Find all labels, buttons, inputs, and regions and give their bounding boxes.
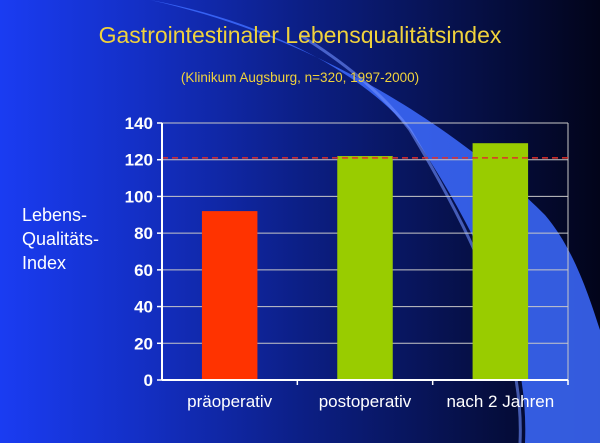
x-tick-label: nach 2 Jahren <box>446 392 554 411</box>
x-tick-label: präoperativ <box>187 392 273 411</box>
bar-1 <box>201 211 258 380</box>
bar-3 <box>472 143 529 380</box>
y-axis-label-line-3: Index <box>22 253 67 273</box>
y-axis-label-line-2: Qualitäts- <box>22 229 100 249</box>
y-tick-label: 60 <box>134 261 153 280</box>
bar-2 <box>337 156 393 380</box>
y-tick-label: 20 <box>134 334 153 353</box>
y-tick-label: 0 <box>144 371 153 390</box>
y-tick-label: 80 <box>134 224 153 243</box>
y-tick-label: 100 <box>125 187 153 206</box>
x-tick-label: postoperativ <box>319 392 412 411</box>
y-tick-label: 120 <box>125 151 153 170</box>
chart-subtitle: (Klinikum Augsburg, n=320, 1997-2000) <box>180 70 420 85</box>
y-axis-label-line-1: Lebens- <box>22 205 88 225</box>
y-tick-label: 140 <box>125 114 153 133</box>
y-tick-label: 40 <box>134 298 153 317</box>
chart-title: Gastrointestinaler Lebensqualitätsindex <box>98 22 502 48</box>
